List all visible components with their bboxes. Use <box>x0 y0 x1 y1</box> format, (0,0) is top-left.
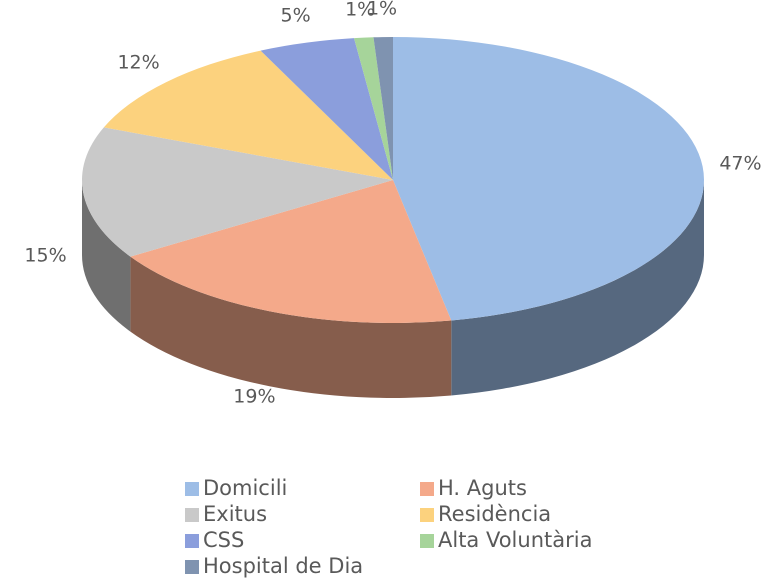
data-label: 19% <box>233 385 275 407</box>
legend-swatch <box>185 482 199 496</box>
legend-label: Exitus <box>203 502 267 526</box>
legend-label: Residència <box>438 502 551 526</box>
pie-slice <box>260 38 393 181</box>
data-label: 15% <box>24 245 66 267</box>
legend-swatch <box>420 482 434 496</box>
pie-slice <box>130 180 452 323</box>
pie-slice <box>103 50 394 181</box>
data-label: 12% <box>117 51 159 73</box>
legend-swatch <box>185 560 199 574</box>
legend-label: Alta Voluntària <box>438 528 592 552</box>
data-label: 5% <box>281 4 311 26</box>
legend-label: H. Aguts <box>438 476 527 500</box>
legend-label: CSS <box>203 528 244 552</box>
pie-slice <box>354 37 393 180</box>
data-label: 1% <box>367 0 397 20</box>
pie-side <box>130 256 452 398</box>
pie-slice <box>82 127 393 257</box>
pie-slice <box>393 37 705 321</box>
legend-swatch <box>185 534 199 548</box>
legend-swatch <box>185 508 199 522</box>
data-label: 47% <box>719 152 761 174</box>
pie-side <box>451 180 704 396</box>
legend-swatch <box>420 508 434 522</box>
pie-slice <box>373 37 393 180</box>
pie-side <box>82 180 131 332</box>
legend-swatch <box>420 534 434 548</box>
legend-label: Hospital de Dia <box>203 554 363 578</box>
data-label: 1% <box>345 0 375 20</box>
legend-label: Domicili <box>203 476 287 500</box>
